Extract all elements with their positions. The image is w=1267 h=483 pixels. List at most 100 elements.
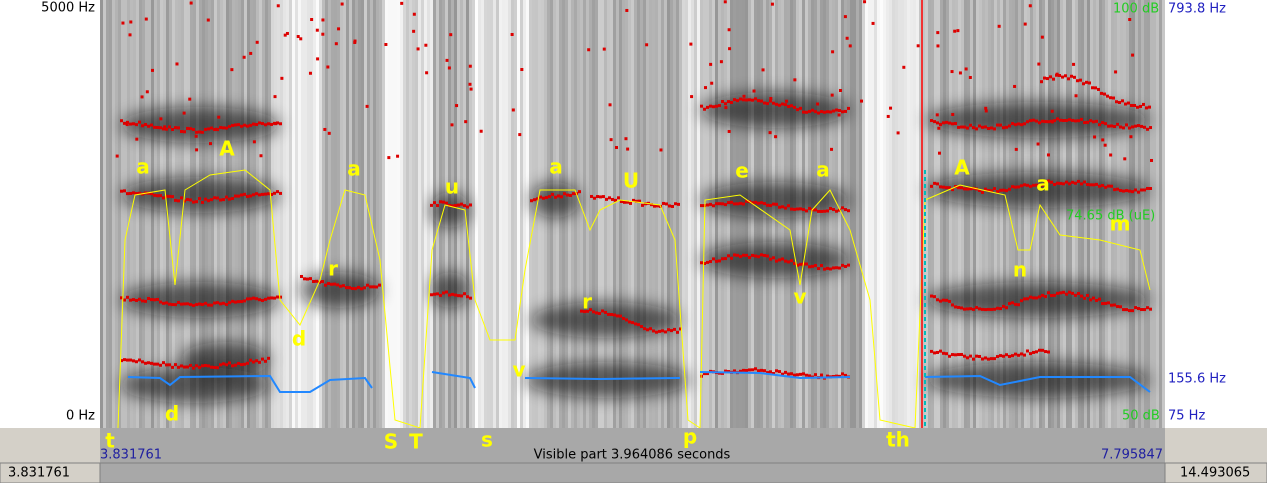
formant-point: [1053, 183, 1056, 187]
formant-point: [587, 48, 591, 52]
spectrum-column: [289, 0, 292, 428]
formant-point: [739, 255, 742, 259]
spectrum-column: [856, 0, 859, 428]
formant-point: [1029, 295, 1032, 299]
formant-point: [1095, 119, 1098, 123]
formant-point: [1101, 138, 1105, 142]
spectrum-column: [1108, 0, 1111, 428]
formant-point: [964, 67, 968, 71]
spectrum-column: [184, 0, 187, 428]
formant-point: [1097, 87, 1100, 91]
formant-point: [264, 359, 267, 363]
formant-point: [730, 200, 733, 204]
formant-point: [469, 203, 472, 207]
spectrum-column: [1117, 0, 1120, 428]
formant-point: [174, 198, 177, 202]
formant-point: [1053, 119, 1056, 123]
formant-point: [709, 202, 712, 206]
formant-point: [712, 257, 715, 261]
formant-point: [1129, 135, 1133, 139]
spectrum-column: [280, 0, 283, 428]
formant-point: [147, 124, 150, 128]
formant-point: [123, 358, 126, 362]
formant-point: [129, 122, 132, 126]
formant-point: [1082, 82, 1085, 86]
spectrum-column: [349, 0, 352, 428]
spectrum-column: [1111, 0, 1114, 428]
formant-point: [966, 307, 969, 311]
formant-point: [954, 353, 957, 357]
formant-point: [120, 359, 123, 363]
formant-point: [948, 299, 951, 303]
formant-point: [439, 293, 442, 297]
formant-point: [321, 280, 324, 284]
spectrum-column: [517, 0, 520, 428]
formant-point: [219, 302, 222, 306]
spectrum-column: [874, 0, 877, 428]
formant-point: [1028, 4, 1032, 8]
formant-point: [768, 131, 772, 135]
time-bar[interactable]: [100, 428, 1165, 463]
formant-point: [742, 202, 745, 206]
formant-point: [1017, 122, 1020, 126]
formant-point: [447, 66, 451, 70]
spectrum-column: [877, 0, 880, 428]
phone-label: r: [582, 290, 592, 314]
formant-point: [829, 206, 832, 210]
spectrum-column: [151, 0, 154, 428]
formant-point: [1038, 121, 1041, 125]
formant-point: [802, 208, 805, 212]
formant-point: [953, 29, 957, 33]
formant-point: [1133, 104, 1136, 108]
formant-point: [171, 127, 174, 131]
spectrum-column: [157, 0, 160, 428]
formant-point: [1080, 294, 1083, 298]
formant-point: [607, 312, 610, 316]
formant-point: [1020, 184, 1023, 188]
spectrum-column: [595, 0, 598, 428]
formant-point: [1008, 354, 1011, 358]
formant-point: [249, 194, 252, 198]
spectrum-column: [115, 0, 118, 428]
formant-point: [255, 192, 258, 196]
spectrum-column: [721, 0, 724, 428]
formant-point: [479, 129, 483, 133]
formant-point: [258, 298, 261, 302]
status-middle[interactable]: [99, 462, 1166, 483]
formant-point: [790, 104, 793, 108]
formant-point: [766, 203, 769, 207]
formant-point: [997, 24, 1001, 28]
formant-point: [778, 205, 781, 209]
formant-point: [939, 349, 942, 353]
status-right[interactable]: [1164, 462, 1267, 483]
phone-label: e: [735, 159, 749, 183]
formant-point: [279, 295, 282, 299]
spectrum-column: [367, 0, 370, 428]
formant-point: [1005, 353, 1008, 357]
formant-point: [1103, 143, 1107, 147]
spectrum-column: [613, 0, 616, 428]
formant-point: [1110, 303, 1113, 307]
formant-point: [120, 296, 123, 300]
formant-point: [1128, 189, 1131, 193]
formant-point: [1098, 297, 1101, 301]
formant-point: [339, 284, 342, 288]
spectrum-column: [1090, 0, 1093, 428]
spectrum-column: [889, 0, 892, 428]
formant-point: [1089, 298, 1092, 302]
formant-point: [375, 285, 378, 289]
spectrum-column: [358, 0, 361, 428]
spectrum-column: [523, 0, 526, 428]
formant-point: [129, 20, 133, 24]
formant-point: [745, 98, 748, 102]
spectrum-column: [493, 0, 496, 428]
spectrum-column: [670, 0, 673, 428]
spectrum-column: [1078, 0, 1081, 428]
formant-point: [799, 372, 802, 376]
formant-point: [259, 154, 263, 158]
spectrum-column: [481, 0, 484, 428]
formant-point: [787, 260, 790, 264]
spectrum-column: [499, 0, 502, 428]
formant-point: [981, 125, 984, 129]
spectrum-column: [697, 0, 700, 428]
